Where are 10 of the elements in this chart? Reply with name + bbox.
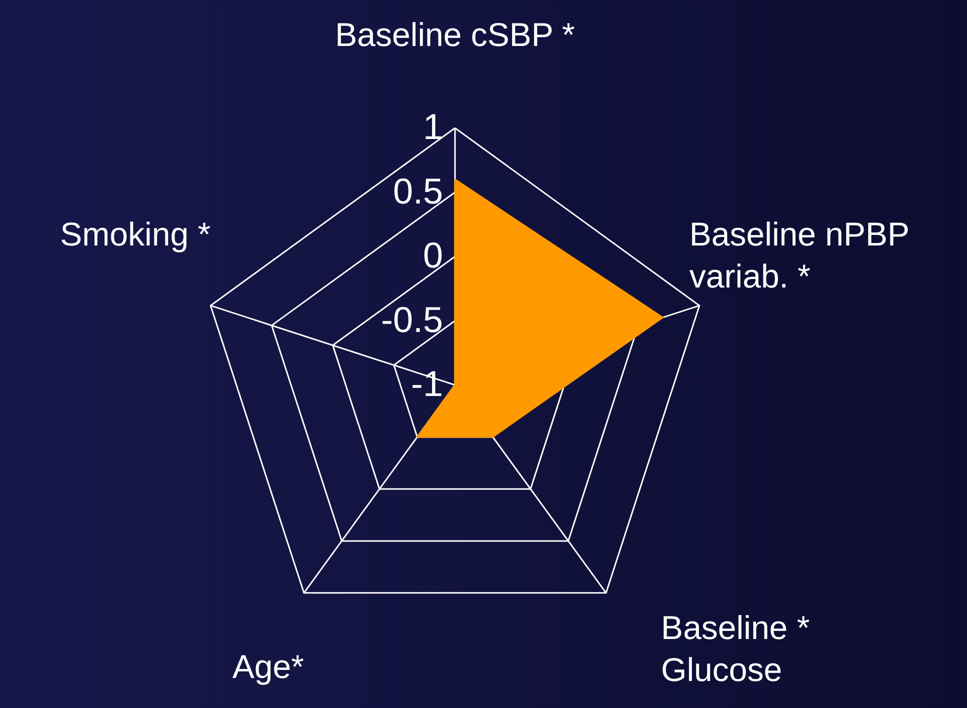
- spoke-label: Age*: [232, 648, 304, 685]
- spoke-label: Smoking *: [60, 216, 211, 253]
- y-tick-label: 0.5: [392, 170, 443, 212]
- spoke-label: Baseline nPBP variab. *: [689, 216, 910, 295]
- spoke-label: Baseline * Glucose: [661, 608, 810, 688]
- y-tick-label: 1: [422, 106, 443, 147]
- spoke-label: Baseline cSBP *: [335, 16, 576, 53]
- y-tick-label: 0: [422, 234, 443, 276]
- y-tick-label: -0.5: [380, 298, 443, 340]
- y-tick-label: -1: [410, 363, 443, 404]
